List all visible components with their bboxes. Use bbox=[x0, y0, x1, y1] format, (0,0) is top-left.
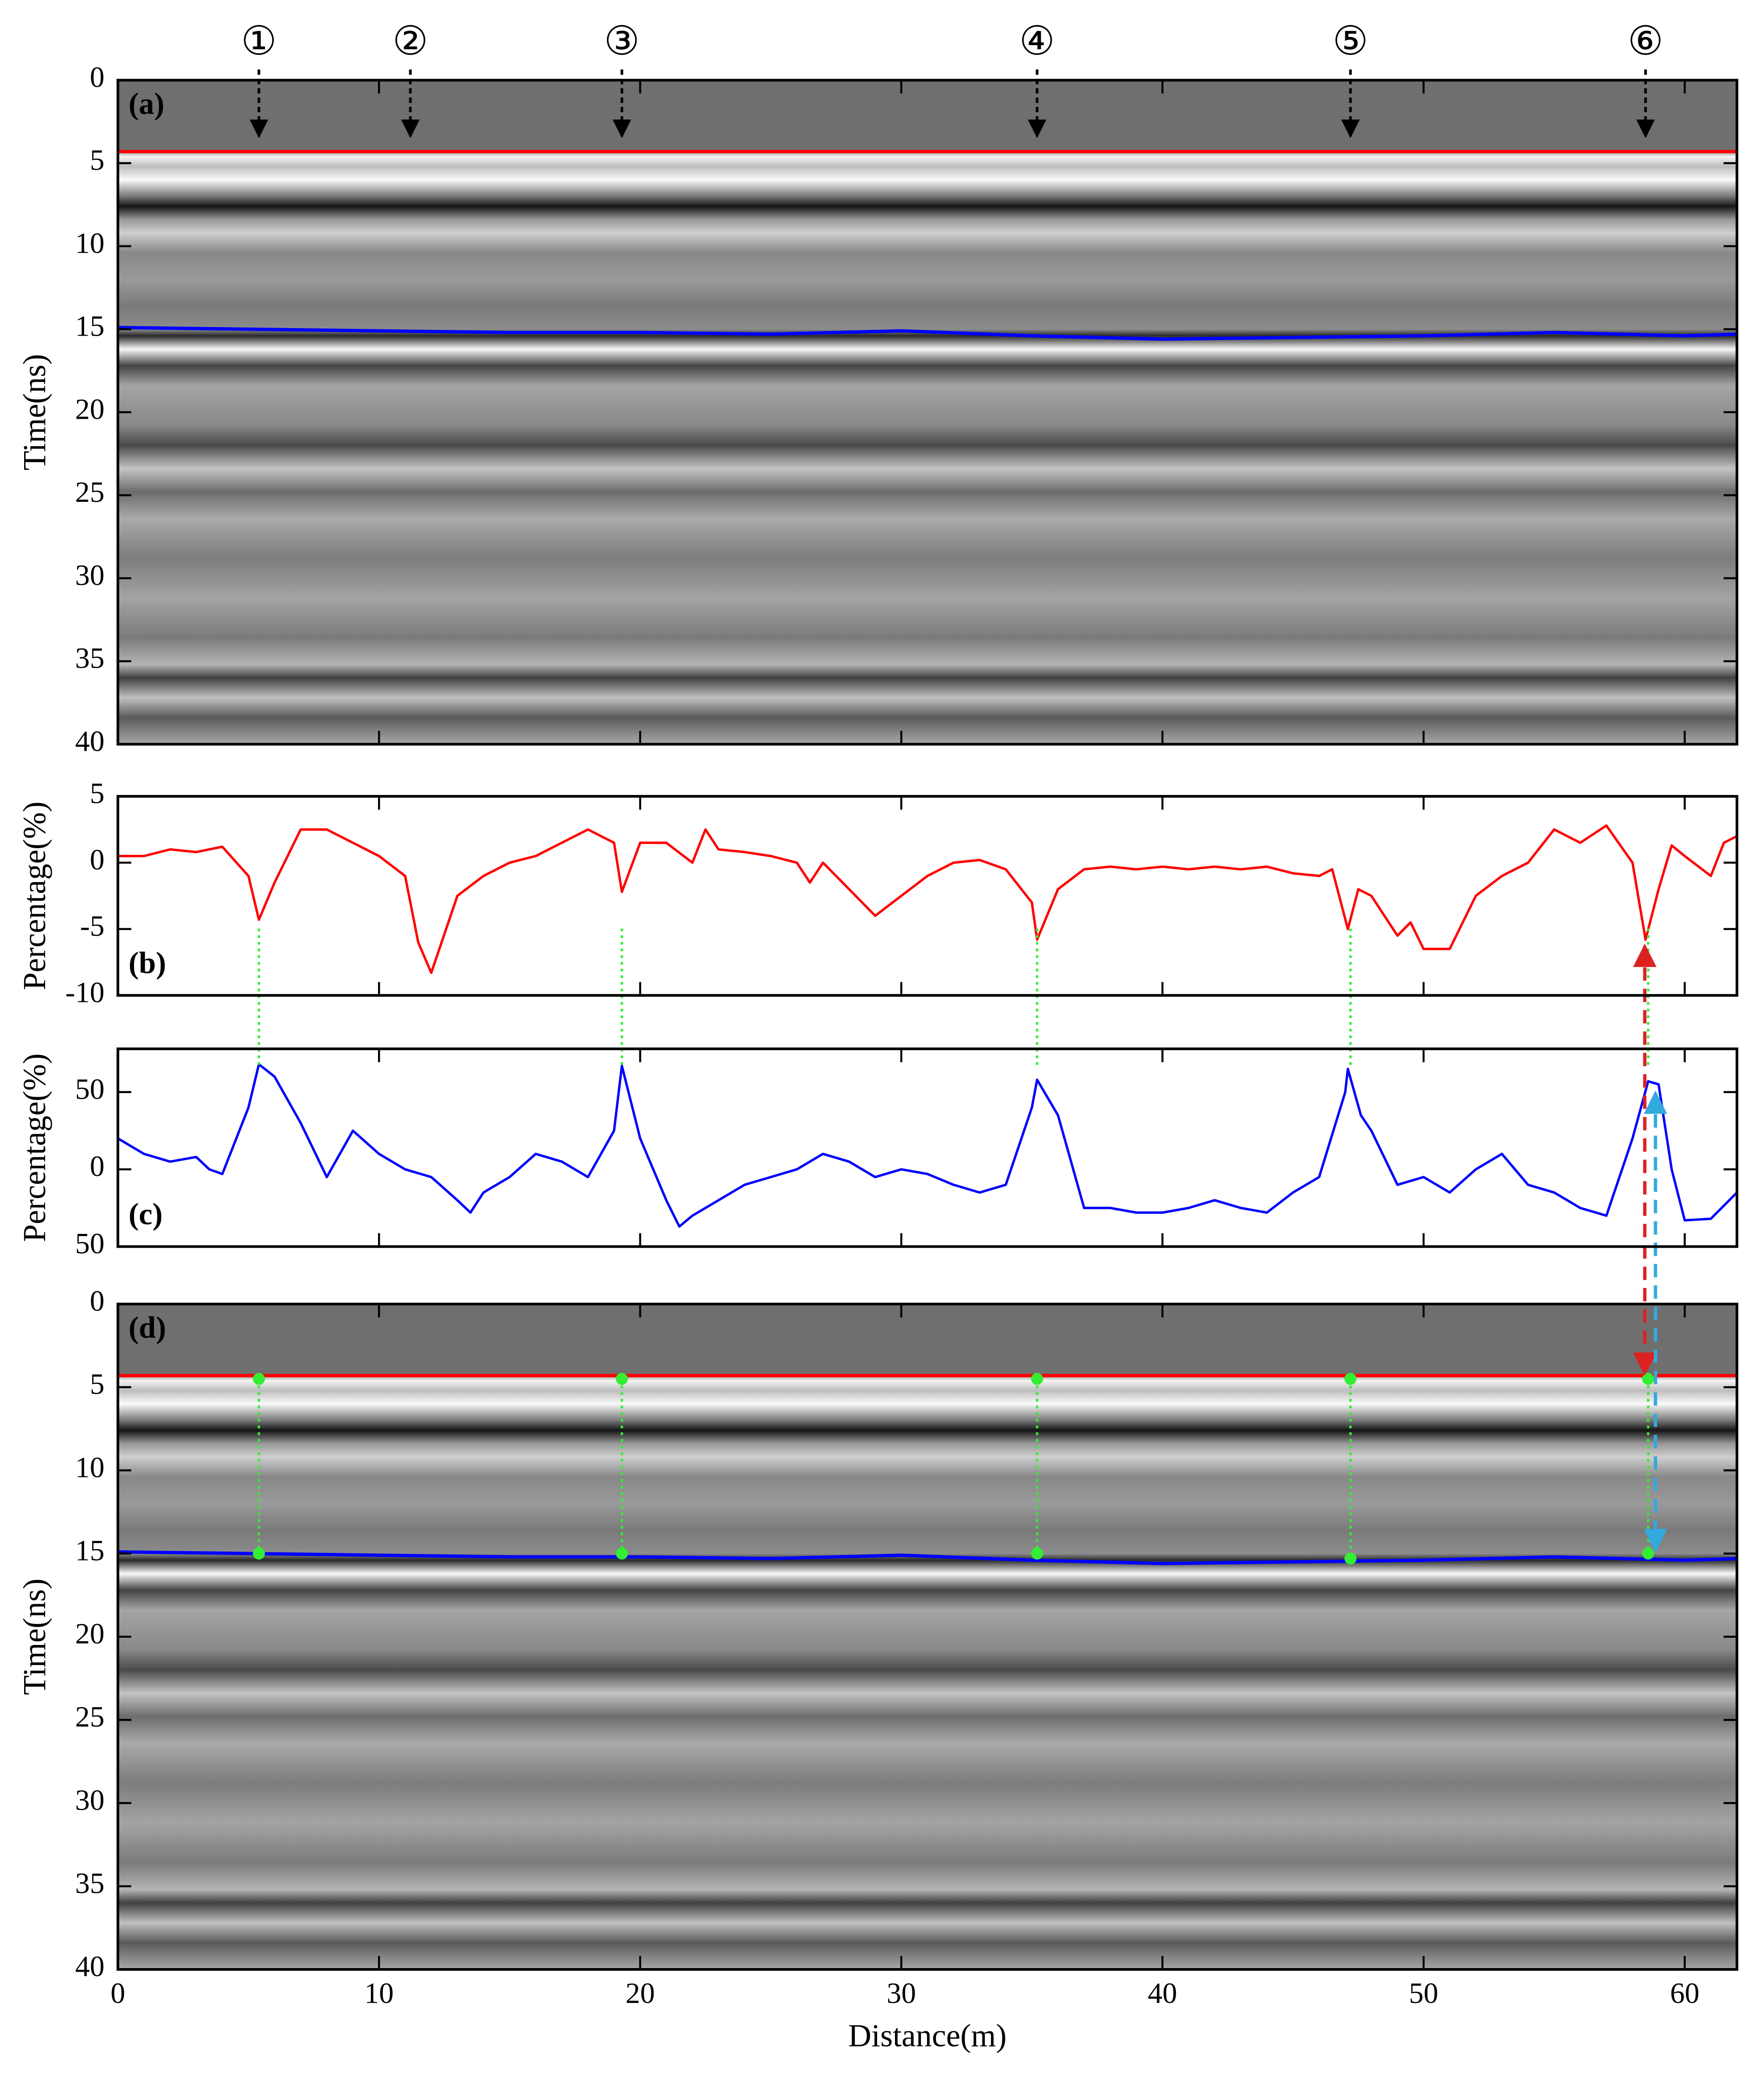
annotation: ① bbox=[241, 19, 277, 63]
y-tick-label: 50 bbox=[75, 1228, 105, 1260]
marker-point bbox=[1031, 1373, 1043, 1385]
marker-point bbox=[1344, 1373, 1357, 1385]
y-tick-label: 40 bbox=[75, 1950, 105, 1983]
panel-label: (a) bbox=[129, 87, 164, 121]
y-axis-label: Percentage(%) bbox=[17, 802, 52, 990]
data-line bbox=[117, 1063, 1738, 1228]
y-tick-label: 10 bbox=[75, 227, 105, 260]
annotation: ④ bbox=[1019, 19, 1055, 63]
radargram-image bbox=[118, 1304, 1737, 1969]
panel-label: (d) bbox=[129, 1311, 166, 1345]
plot-area bbox=[118, 1048, 1737, 1247]
y-axis-label: Time(ns) bbox=[17, 1578, 52, 1695]
y-tick-label: 5 bbox=[90, 1368, 105, 1401]
x-tick-label: 10 bbox=[364, 1977, 394, 2010]
y-tick-label: 5 bbox=[90, 777, 105, 810]
marker-point bbox=[1031, 1547, 1043, 1560]
y-tick-label: 40 bbox=[75, 725, 105, 757]
marker-point bbox=[1642, 1547, 1655, 1560]
axes-box bbox=[116, 795, 1739, 997]
y-tick-label: 0 bbox=[90, 1285, 105, 1317]
y-tick-label: 15 bbox=[75, 1534, 105, 1567]
marker-point bbox=[1344, 1552, 1357, 1565]
y-tick-label: 0 bbox=[90, 61, 105, 93]
annotation: ③ bbox=[604, 19, 640, 63]
y-tick-label: 20 bbox=[75, 393, 105, 425]
y-axis-label: Percentage(%) bbox=[17, 1053, 52, 1242]
y-tick-label: 0 bbox=[90, 1150, 105, 1183]
y-tick-label: -10 bbox=[65, 976, 105, 1009]
marker-point bbox=[1642, 1373, 1655, 1385]
y-tick-label: 25 bbox=[75, 1701, 105, 1733]
y-tick-label: 35 bbox=[75, 642, 105, 675]
y-tick-label: 25 bbox=[75, 476, 105, 509]
y-tick-label: 50 bbox=[75, 1073, 105, 1106]
y-tick-label: 35 bbox=[75, 1867, 105, 1900]
x-tick-label: 30 bbox=[886, 1977, 916, 2010]
axes-box bbox=[116, 1048, 1739, 1248]
marker-point bbox=[252, 1547, 265, 1560]
y-tick-label: 10 bbox=[75, 1451, 105, 1484]
y-tick-label: 20 bbox=[75, 1618, 105, 1650]
y-axis-label: Time(ns) bbox=[17, 354, 52, 470]
panel-label: (b) bbox=[129, 946, 166, 980]
x-axis-label: Distance(m) bbox=[848, 2018, 1007, 2053]
x-tick-label: 20 bbox=[626, 1977, 655, 2010]
annotation: ② bbox=[392, 19, 428, 63]
x-tick-label: 0 bbox=[110, 1977, 125, 2010]
y-tick-label: 5 bbox=[90, 144, 105, 177]
y-tick-label: 15 bbox=[75, 310, 105, 343]
data-line bbox=[118, 1550, 1737, 1565]
axes-box bbox=[116, 79, 1739, 746]
plot-area bbox=[118, 796, 1737, 996]
radargram-image bbox=[118, 80, 1737, 745]
axes-box bbox=[116, 1303, 1739, 1971]
x-tick-label: 50 bbox=[1409, 1977, 1438, 2010]
data-line bbox=[118, 326, 1737, 341]
y-tick-label: 30 bbox=[75, 1784, 105, 1817]
x-tick-label: 60 bbox=[1670, 1977, 1700, 2010]
y-tick-label: -5 bbox=[80, 910, 105, 942]
annotation: ⑤ bbox=[1332, 19, 1368, 63]
annotation: ⑥ bbox=[1628, 19, 1663, 63]
marker-point bbox=[616, 1373, 628, 1385]
data-line bbox=[118, 824, 1738, 974]
y-tick-label: 0 bbox=[90, 844, 105, 876]
panel-label: (c) bbox=[129, 1197, 163, 1231]
x-tick-label: 40 bbox=[1148, 1977, 1177, 2010]
marker-point bbox=[616, 1547, 628, 1560]
marker-point bbox=[252, 1373, 265, 1385]
y-tick-label: 30 bbox=[75, 559, 105, 592]
